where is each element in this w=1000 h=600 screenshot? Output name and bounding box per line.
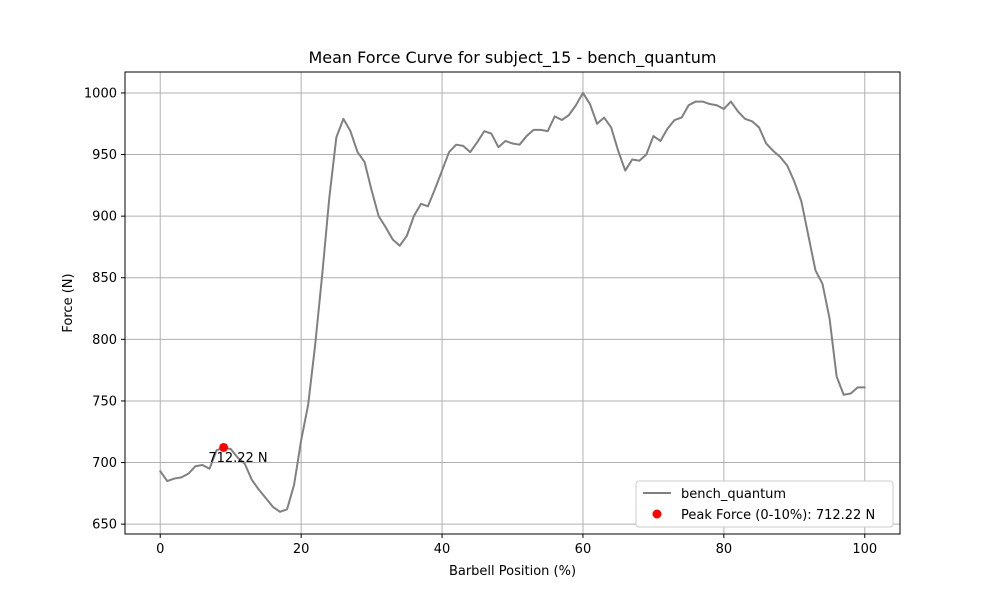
x-axis-ticks: 0 20 40 60 80 100 bbox=[156, 534, 877, 557]
series-lines bbox=[159, 91, 866, 513]
chart-title: Mean Force Curve for subject_15 - bench_… bbox=[308, 48, 716, 68]
legend-box bbox=[635, 480, 894, 528]
y-tick-label: 750 bbox=[92, 394, 117, 409]
x-axis-label: Barbell Position (%) bbox=[449, 564, 576, 579]
x-tick-label: 0 bbox=[156, 542, 164, 557]
grid-lines bbox=[125, 72, 900, 534]
y-tick-label: 900 bbox=[92, 210, 117, 225]
y-tick-label: 850 bbox=[92, 271, 117, 286]
legend-peak-swatch bbox=[652, 509, 662, 519]
y-tick-label: 1000 bbox=[84, 86, 117, 101]
peak-annotation-label: 712.22 N bbox=[208, 451, 267, 466]
x-tick-label: 100 bbox=[852, 542, 877, 557]
peak-force-marker bbox=[219, 442, 229, 452]
y-tick-label: 700 bbox=[92, 456, 117, 471]
x-tick-label: 80 bbox=[716, 542, 733, 557]
y-tick-label: 650 bbox=[92, 518, 117, 533]
legend-series-label: bench_quantum bbox=[681, 487, 786, 502]
plot-frame bbox=[124, 71, 901, 535]
x-tick-label: 40 bbox=[434, 542, 451, 557]
legend: bench_quantum Peak Force (0-10%): 712.22… bbox=[635, 480, 894, 528]
x-tick-label: 20 bbox=[293, 542, 310, 557]
series-line-bench_quantum bbox=[159, 91, 866, 513]
legend-peak-label: Peak Force (0-10%): 712.22 N bbox=[681, 508, 875, 523]
y-axis-label: Force (N) bbox=[61, 273, 76, 332]
y-tick-label: 800 bbox=[92, 333, 117, 348]
x-tick-label: 60 bbox=[575, 542, 592, 557]
y-axis-ticks: 650 700 750 800 850 900 950 1000 bbox=[84, 86, 125, 533]
peak-markers bbox=[219, 442, 229, 452]
y-tick-label: 950 bbox=[92, 148, 117, 163]
